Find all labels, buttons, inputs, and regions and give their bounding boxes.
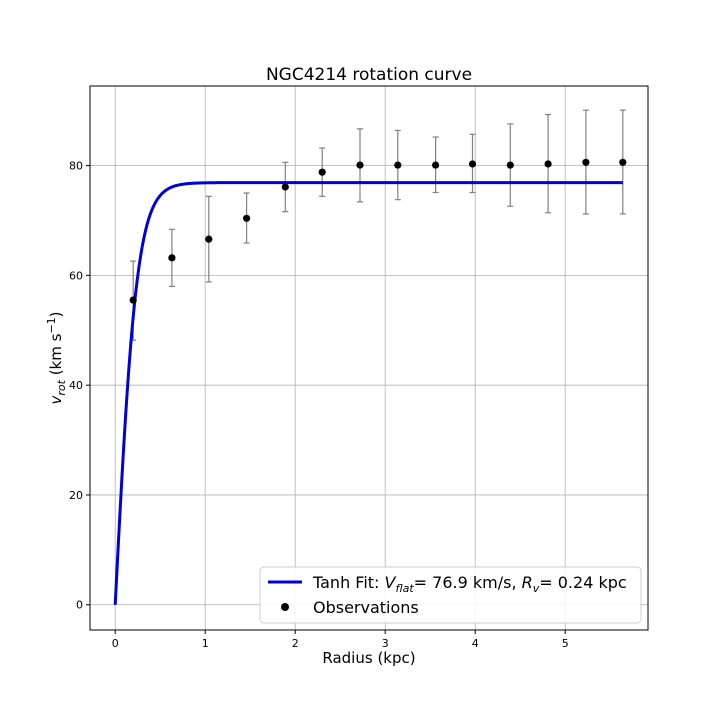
observation-point [318, 168, 326, 176]
y-tick-label: 60 [69, 269, 83, 282]
y-tick-label: 80 [69, 160, 83, 173]
tanh-fit-line [113, 181, 623, 605]
legend-rv-subscript: v [533, 582, 540, 595]
legend-obs-marker [281, 603, 289, 611]
ticks: 0 1 2 3 4 5 0 20 40 60 80 [69, 160, 569, 650]
legend-fit-label: Tanh Fit: Vflat= 76.9 km/s, Rv= 0.24 kpc [312, 573, 627, 595]
plot-area [113, 109, 627, 605]
y-tick-label: 40 [69, 379, 83, 392]
x-axis-label: Radius (kpc) [322, 649, 415, 667]
legend-box [259, 566, 642, 624]
observation-point [243, 214, 251, 222]
x-tick-label: 2 [292, 637, 299, 650]
observation-point [582, 158, 590, 166]
plot-frame [89, 85, 649, 631]
y-axis-label-superscript: −1 [45, 317, 58, 333]
y-tick-label: 0 [76, 599, 83, 612]
x-tick-label: 5 [562, 637, 569, 650]
x-tick-label: 3 [382, 637, 389, 650]
observation-point [205, 235, 213, 243]
grid [90, 86, 648, 630]
observation-point [432, 161, 440, 169]
observation-point [394, 161, 402, 169]
chart-title: NGC4214 rotation curve [266, 65, 472, 85]
observation-point [468, 160, 477, 168]
y-axis-label-close: ) [47, 311, 65, 317]
legend-obs-label: Observations [313, 598, 419, 617]
observation-point [168, 254, 176, 262]
legend-fit-prefix: Tanh Fit: [312, 573, 385, 592]
observation-point [356, 161, 364, 169]
x-tick-label: 1 [202, 637, 209, 650]
x-tick-label: 4 [472, 637, 479, 650]
legend: Tanh Fit: Vflat= 76.9 km/s, Rv= 0.24 kpc… [259, 566, 642, 624]
observation-point [506, 161, 514, 169]
legend-vflat-subscript: flat [395, 582, 414, 595]
legend-vflat-value: = 76.9 km/s, [414, 573, 522, 592]
y-axis-label-unit: (km s [47, 333, 65, 380]
y-axis-label-symbol: v [47, 395, 65, 405]
observation-point [544, 160, 552, 168]
legend-rv-value: = 0.24 kpc [539, 573, 626, 592]
observation-point [619, 158, 627, 166]
y-tick-label: 20 [69, 489, 83, 502]
x-tick-label: 0 [112, 637, 119, 650]
observation-point [129, 296, 137, 304]
legend-rv-symbol: R [522, 573, 533, 592]
y-axis-label-subscript: rot [55, 379, 68, 395]
y-axis-label: vrot (km s−1) [45, 311, 68, 404]
observation-point [281, 183, 289, 191]
legend-vflat-symbol: V [385, 573, 397, 592]
